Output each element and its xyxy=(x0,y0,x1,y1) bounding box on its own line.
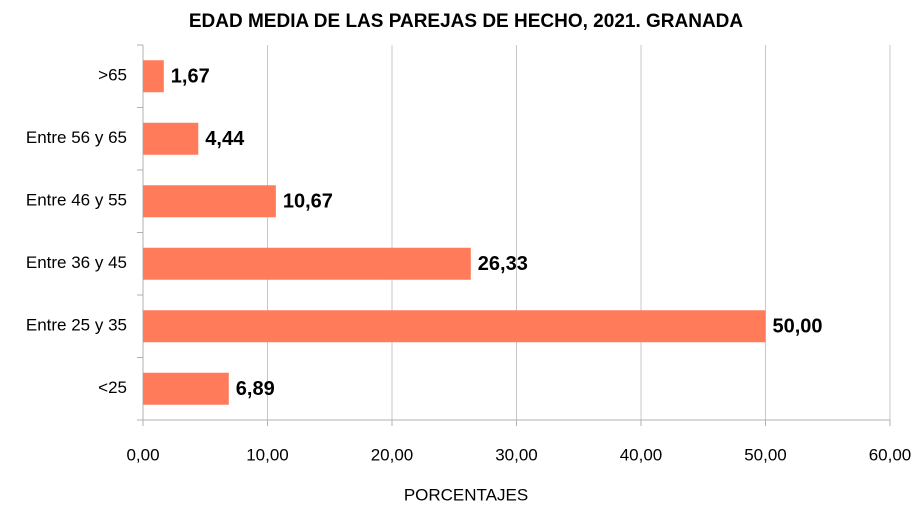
x-tick-label: 10,00 xyxy=(246,445,289,464)
x-tick-label: 60,00 xyxy=(869,445,912,464)
y-tick-label: Entre 56 y 65 xyxy=(26,128,127,147)
x-axis-label: PORCENTAJES xyxy=(404,485,528,504)
bar xyxy=(143,247,471,280)
chart-title: EDAD MEDIA DE LAS PAREJAS DE HECHO, 2021… xyxy=(189,11,744,32)
value-label: 50,00 xyxy=(773,316,823,338)
y-tick-label: Entre 36 y 45 xyxy=(26,253,127,272)
y-tick-label: <25 xyxy=(98,378,127,397)
bar xyxy=(143,60,164,93)
y-tick-label: Entre 46 y 55 xyxy=(26,191,127,210)
bar xyxy=(143,372,229,405)
value-label: 6,89 xyxy=(236,378,275,400)
x-tick-label: 50,00 xyxy=(744,445,787,464)
value-label: 4,44 xyxy=(205,128,245,150)
value-label: 26,33 xyxy=(478,253,528,275)
x-tick-label: 20,00 xyxy=(371,445,414,464)
x-tick-label: 0,00 xyxy=(126,445,159,464)
bar xyxy=(143,185,276,218)
bar xyxy=(143,122,199,155)
x-tick-label: 30,00 xyxy=(495,445,538,464)
value-label: 10,67 xyxy=(283,191,333,213)
y-tick-label: Entre 25 y 35 xyxy=(26,316,127,335)
x-tick-label: 40,00 xyxy=(620,445,663,464)
bar xyxy=(143,310,766,343)
y-tick-label: >65 xyxy=(98,66,127,85)
value-label: 1,67 xyxy=(171,66,210,88)
